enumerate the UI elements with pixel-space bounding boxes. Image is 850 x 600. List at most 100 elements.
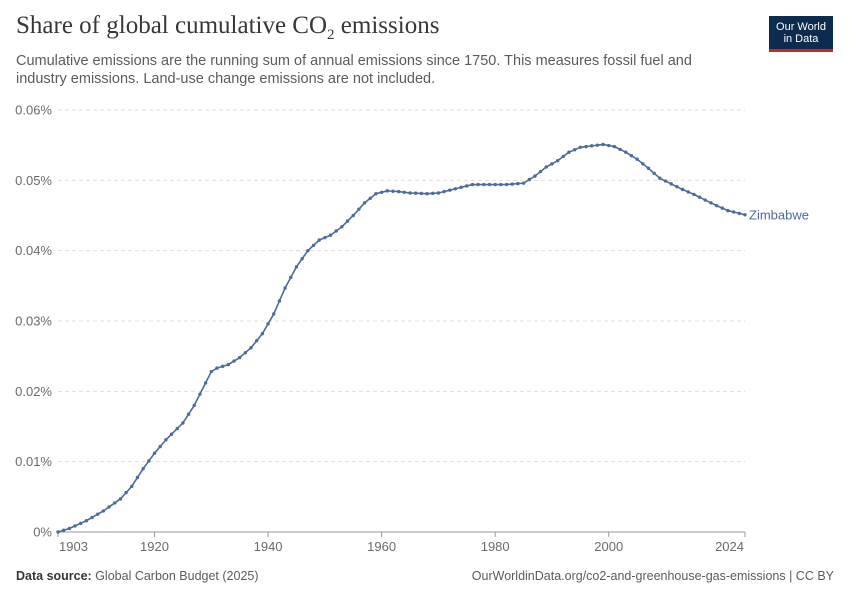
data-point — [317, 238, 321, 242]
data-point — [277, 299, 282, 303]
data-point — [135, 475, 140, 480]
data-point — [357, 207, 361, 211]
data-point — [550, 162, 554, 166]
data-point — [130, 484, 134, 488]
data-point — [442, 189, 446, 194]
x-tick-label: 1940 — [254, 539, 283, 554]
data-point — [465, 184, 469, 188]
x-tick-label: 2000 — [594, 539, 623, 554]
series-label: Zimbabwe — [749, 207, 809, 222]
x-tick-label: 1920 — [140, 539, 169, 554]
data-point — [340, 225, 344, 229]
data-point — [590, 144, 594, 148]
data-point — [351, 213, 355, 218]
data-point — [334, 229, 338, 233]
data-source: Data source: Global Carbon Budget (2025) — [16, 569, 259, 583]
data-point — [675, 184, 679, 189]
x-tick-label: 1960 — [367, 539, 396, 554]
data-point — [641, 162, 645, 166]
data-point — [379, 190, 384, 194]
data-point — [90, 515, 94, 520]
x-tick-label: 1903 — [59, 539, 88, 554]
data-point — [289, 275, 293, 280]
y-tick-label: 0.01% — [15, 454, 52, 469]
data-point — [425, 192, 429, 196]
data-point — [107, 505, 111, 509]
data-point — [697, 195, 702, 199]
x-tick-label: 1980 — [481, 539, 510, 554]
data-point — [692, 192, 696, 197]
series-line-zimbabwe — [57, 143, 746, 533]
data-point — [487, 182, 492, 187]
data-point — [396, 189, 401, 194]
data-point — [186, 412, 191, 416]
data-point — [402, 190, 407, 194]
data-point — [510, 182, 514, 186]
data-point — [368, 196, 372, 200]
owid-logo[interactable]: Our World in Data — [769, 16, 833, 52]
chart-subtitle: Cumulative emissions are the running sum… — [16, 53, 692, 87]
data-point — [79, 521, 83, 526]
data-point — [237, 355, 242, 360]
data-point — [272, 312, 276, 316]
data-point — [61, 528, 66, 532]
data-point — [538, 169, 543, 174]
data-point — [158, 444, 162, 449]
data-point — [101, 509, 106, 513]
data-point — [737, 211, 742, 216]
data-source-label: Data source: — [16, 569, 92, 583]
data-point — [601, 142, 605, 147]
data-point — [96, 512, 100, 516]
data-point — [714, 203, 719, 208]
data-point — [561, 154, 566, 159]
data-point — [544, 165, 548, 169]
x-tick-label: 2024 — [715, 539, 744, 554]
data-point — [209, 369, 213, 374]
data-point — [391, 189, 395, 193]
owid-logo-line1: Our World — [776, 21, 826, 33]
data-point — [743, 213, 747, 217]
data-point — [493, 182, 497, 187]
data-point — [533, 174, 537, 178]
data-point — [215, 366, 219, 370]
data-point — [663, 179, 668, 183]
data-point — [164, 438, 168, 442]
data-point — [118, 497, 123, 501]
data-source-value[interactable]: Global Carbon Budget (2025) — [91, 569, 259, 583]
data-point — [504, 182, 509, 187]
data-point — [73, 524, 77, 528]
data-point — [67, 526, 72, 531]
data-point — [203, 381, 208, 385]
y-tick-label: 0.02% — [15, 384, 52, 399]
data-point — [345, 219, 350, 223]
data-point — [266, 322, 270, 326]
data-point — [499, 182, 503, 187]
data-point — [152, 451, 157, 455]
data-point — [56, 530, 60, 534]
data-point — [408, 191, 412, 195]
data-point — [703, 198, 707, 202]
y-tick-label: 0.06% — [15, 103, 52, 118]
data-point — [311, 243, 316, 248]
y-tick-label: 0% — [33, 525, 52, 540]
data-point — [470, 182, 475, 187]
data-point — [181, 421, 185, 425]
data-point — [669, 182, 673, 186]
data-point — [124, 490, 128, 495]
data-point — [232, 359, 236, 363]
data-point — [516, 181, 520, 186]
source-url[interactable]: OurWorldinData.org/co2-and-greenhouse-ga… — [471, 569, 834, 583]
data-point — [567, 150, 571, 154]
data-point — [300, 257, 304, 261]
data-point — [453, 187, 458, 191]
data-point — [198, 392, 202, 396]
data-point — [385, 189, 390, 193]
data-point — [459, 185, 463, 190]
data-point — [169, 432, 174, 436]
data-point — [635, 157, 639, 161]
data-point — [527, 177, 531, 182]
data-point — [141, 467, 145, 471]
data-point — [629, 154, 634, 158]
data-point — [709, 201, 713, 205]
